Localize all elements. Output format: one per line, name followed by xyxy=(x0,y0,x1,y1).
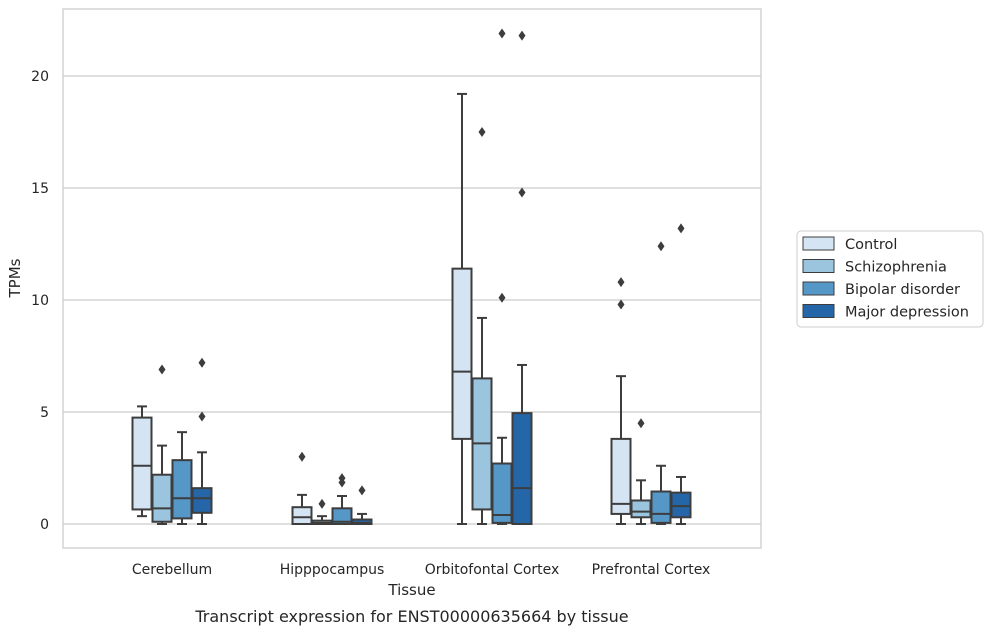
grid-lines xyxy=(63,75,761,525)
outlier-point xyxy=(518,187,526,198)
x-tick-label: Prefrontal Cortex xyxy=(592,562,711,578)
outlier-point xyxy=(478,127,486,137)
plot-area xyxy=(62,8,762,549)
box-schizophrenia xyxy=(630,418,652,525)
outlier-point xyxy=(617,299,625,310)
box-iqr xyxy=(610,437,632,515)
outlier-point xyxy=(657,241,665,252)
box-iqr xyxy=(511,412,533,525)
box-control xyxy=(131,405,153,518)
legend-swatch xyxy=(802,281,835,296)
box-bipolar-disorder xyxy=(650,241,672,525)
outlier-point xyxy=(617,277,625,288)
outlier-point xyxy=(318,498,326,509)
box-control xyxy=(451,92,473,525)
box-iqr xyxy=(191,487,213,514)
legend-label: Schizophrenia xyxy=(845,260,947,276)
box-control xyxy=(610,277,632,525)
box-major-depression xyxy=(511,30,533,525)
y-tick-label: 5 xyxy=(40,405,49,421)
box-bipolar-disorder xyxy=(331,473,353,526)
box-iqr xyxy=(451,267,473,440)
x-tick-label: Orbitofontal Cortex xyxy=(425,562,560,578)
legend-label: Major depression xyxy=(845,305,969,321)
outlier-point xyxy=(358,485,366,496)
box-schizophrenia xyxy=(151,364,173,525)
box-schizophrenia xyxy=(471,127,493,525)
y-tick-label: 15 xyxy=(31,181,49,197)
outlier-point xyxy=(198,357,206,368)
legend-label: Control xyxy=(845,237,897,253)
outlier-point xyxy=(298,451,306,462)
legend-swatch xyxy=(802,304,835,318)
chart-caption: Transcript expression for ENST0000063566… xyxy=(194,607,628,626)
box-iqr xyxy=(171,459,193,520)
box-iqr xyxy=(131,416,153,511)
box-bipolar-disorder xyxy=(491,28,513,525)
x-tick-label: Hipppocampus xyxy=(280,562,385,578)
box-iqr xyxy=(650,490,672,524)
legend-swatch xyxy=(802,236,835,251)
outlier-point xyxy=(338,473,346,484)
y-tick-label: 0 xyxy=(40,517,49,533)
box-iqr xyxy=(491,462,513,524)
box-iqr xyxy=(331,507,353,526)
box-iqr xyxy=(151,473,173,523)
box-major-depression xyxy=(351,485,373,526)
y-tick-label: 10 xyxy=(31,293,49,309)
x-tick-label: Cerebellum xyxy=(132,562,212,578)
box-iqr xyxy=(351,518,373,526)
legend-label: Bipolar disorder xyxy=(845,282,960,298)
outlier-point xyxy=(518,30,526,41)
legend: Control Schizophrenia Bipolar disorder Majo… xyxy=(796,230,984,328)
box-iqr xyxy=(291,506,313,526)
outlier-point xyxy=(198,411,206,422)
x-axis-ticks: Cerebellum Hipppocampus Orbitofontal Corte… xyxy=(132,562,710,578)
x-axis-label: Tissue xyxy=(387,581,435,599)
y-axis-label: TPMs xyxy=(6,258,24,298)
outlier-point xyxy=(677,223,685,234)
legend-frame xyxy=(796,230,984,328)
box-groups xyxy=(131,28,692,526)
box-major-depression xyxy=(191,357,213,525)
box-control xyxy=(291,451,313,526)
outlier-point xyxy=(158,364,166,375)
box-iqr xyxy=(670,491,692,519)
outlier-point xyxy=(498,292,506,303)
outlier-point xyxy=(637,418,645,429)
outlier-point xyxy=(498,28,506,39)
y-axis-ticks: 0 5 10 15 20 xyxy=(31,69,49,533)
box-schizophrenia xyxy=(311,498,333,526)
box-bipolar-disorder xyxy=(171,431,193,525)
legend-swatch xyxy=(802,259,835,273)
box-major-depression xyxy=(670,223,692,525)
box-iqr xyxy=(630,499,652,519)
y-tick-label: 20 xyxy=(31,69,49,85)
